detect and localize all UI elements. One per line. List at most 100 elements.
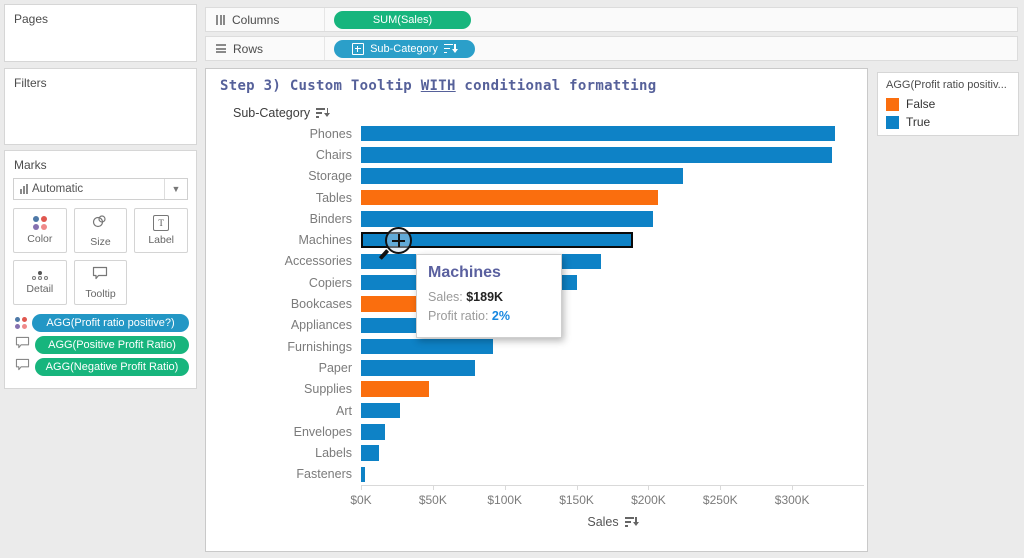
category-label: Envelopes [293, 424, 352, 439]
rows-icon [216, 44, 226, 53]
category-label: Machines [298, 233, 353, 248]
sort-icon[interactable] [443, 43, 458, 54]
pill-profit-ratio-positive[interactable]: AGG(Profit ratio positive?) [32, 314, 189, 332]
bar-paper[interactable] [361, 360, 475, 376]
marks-pill-row: AGG(Positive Profit Ratio) [5, 336, 196, 354]
category-label: Labels [315, 446, 352, 461]
mark-type-dropdown[interactable]: Automatic ▼ [13, 178, 188, 200]
category-label: Appliances [290, 318, 352, 333]
bar-machines[interactable] [361, 232, 633, 248]
category-label: Art [336, 403, 352, 418]
bar-chart-icon [20, 184, 28, 194]
bar-chairs[interactable] [361, 147, 833, 163]
sort-icon[interactable] [316, 108, 331, 118]
bar-track [361, 357, 864, 378]
legend-label: True [906, 115, 931, 129]
columns-shelf-head: Columns [206, 8, 325, 31]
bar-supplies[interactable] [361, 381, 429, 397]
bar-track [361, 229, 864, 250]
x-axis[interactable]: $0K $50K $100K $150K $200K $250K $300K [350, 485, 864, 512]
bar-track [361, 400, 864, 421]
pages-shelf[interactable]: Pages [4, 4, 197, 62]
bar-labels[interactable] [361, 445, 379, 461]
bar-track [361, 421, 864, 442]
bar-row: Machines [214, 229, 864, 250]
bar-row: Storage [214, 166, 864, 187]
bar-binders[interactable] [361, 211, 653, 227]
bar-storage[interactable] [361, 168, 683, 184]
bar-row: Tables [214, 187, 864, 208]
mark-type-value: Automatic [32, 183, 84, 195]
tooltip-title: Machines [428, 264, 501, 281]
marks-panel: Marks Automatic ▼ Color Size T Label Det… [4, 150, 197, 389]
worksheet-view: Step 3) Custom Tooltip WITH conditional … [205, 68, 868, 552]
rows-shelf[interactable]: Rows Sub-Category [205, 36, 1018, 61]
bar-track [361, 442, 864, 463]
legend-item-false[interactable]: False [886, 97, 1010, 111]
rows-shelf-head: Rows [206, 37, 325, 60]
bar-row: Paper [214, 357, 864, 378]
tooltip-card-button[interactable]: Tooltip [73, 260, 128, 305]
sheet-title: Step 3) Custom Tooltip WITH conditional … [220, 78, 657, 94]
expand-plus-icon[interactable] [352, 42, 365, 55]
color-card-button[interactable]: Color [13, 208, 67, 253]
columns-shelf[interactable]: Columns SUM(Sales) [205, 7, 1018, 32]
bar-track [361, 464, 864, 485]
bar-row: Art [214, 400, 864, 421]
category-label: Phones [309, 126, 352, 141]
bar-row: Fasteners [214, 464, 864, 485]
pill-sub-category[interactable]: Sub-Category [334, 39, 475, 58]
pill-negative-profit-ratio[interactable]: AGG(Negative Profit Ratio) [35, 358, 189, 376]
category-label: Supplies [304, 382, 352, 397]
legend-item-true[interactable]: True [886, 115, 1010, 129]
row-field-header[interactable]: Sub-Category [233, 106, 331, 120]
x-tick-label: $300K [774, 493, 810, 507]
text-label-icon: T [153, 215, 170, 231]
bar-row: Furnishings [214, 336, 864, 357]
bar-phones[interactable] [361, 125, 836, 142]
marks-cards: Color Size T Label Detail Tooltip [13, 208, 188, 305]
pill-sum-sales[interactable]: SUM(Sales) [334, 10, 471, 29]
category-label: Fasteners [296, 467, 352, 482]
sort-icon[interactable] [624, 517, 639, 527]
chevron-down-icon[interactable]: ▼ [164, 179, 187, 199]
bar-row: Envelopes [214, 421, 864, 442]
marks-pill-row: AGG(Negative Profit Ratio) [5, 358, 196, 376]
category-label: Furnishings [287, 339, 352, 354]
category-label: Paper [318, 360, 352, 375]
bar-furnishings[interactable] [361, 338, 494, 355]
legend-label: False [906, 97, 936, 111]
detail-icon [31, 270, 48, 280]
bar-art[interactable] [361, 402, 400, 419]
pill-positive-profit-ratio[interactable]: AGG(Positive Profit Ratio) [35, 336, 189, 354]
filters-label: Filters [14, 76, 47, 90]
bar-envelopes[interactable] [361, 424, 385, 440]
x-tick-label: $150K [559, 493, 594, 507]
bar-track [361, 208, 864, 229]
bar-tables[interactable] [361, 189, 659, 206]
bar-row: Supplies [214, 379, 864, 400]
color-icon [32, 216, 47, 230]
label-card-button[interactable]: T Label [134, 208, 188, 253]
color-legend[interactable]: AGG(Profit ratio positiv... False True [877, 72, 1019, 136]
tooltip-ratio-line: Profit ratio: 2% [428, 309, 510, 324]
category-label: Chairs [315, 147, 352, 162]
color-icon [15, 317, 27, 329]
bar-track [361, 144, 864, 165]
detail-card-button[interactable]: Detail [13, 260, 67, 305]
tooltip-icon [15, 336, 30, 354]
legend-items: False True [886, 97, 1010, 129]
category-label: Copiers [308, 275, 352, 290]
bar-track [361, 336, 864, 357]
bar-row: Phones [214, 123, 864, 144]
bar-fasteners[interactable] [361, 466, 366, 483]
columns-icon [216, 14, 225, 25]
filters-shelf[interactable]: Filters [4, 68, 197, 145]
x-axis-title[interactable]: Sales [361, 515, 864, 529]
category-label: Binders [309, 211, 352, 226]
bar-track [361, 379, 864, 400]
size-card-button[interactable]: Size [73, 208, 128, 253]
x-tick-label: $50K [418, 493, 447, 507]
viz-tooltip: Machines Sales: $189K Profit ratio: 2% [416, 254, 562, 338]
bar-row: Binders [214, 208, 864, 229]
